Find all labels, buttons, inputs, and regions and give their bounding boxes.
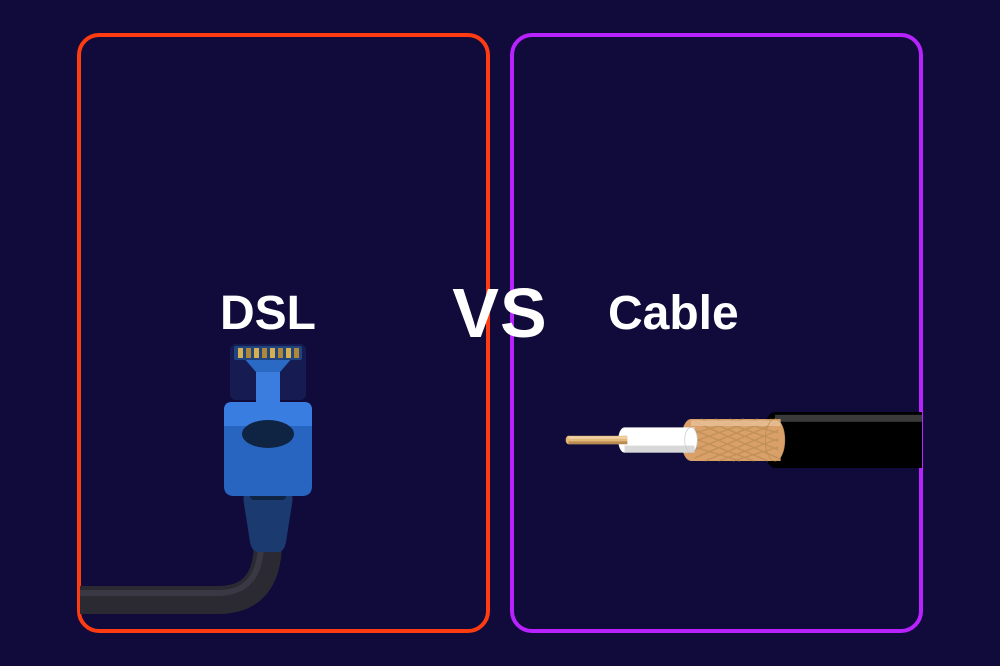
cable-label: Cable [608, 286, 739, 341]
ethernet-plug-icon [80, 342, 380, 632]
dsl-label: DSL [220, 286, 316, 341]
vs-label: VS [452, 273, 547, 353]
coaxial-cable-icon [557, 405, 923, 475]
